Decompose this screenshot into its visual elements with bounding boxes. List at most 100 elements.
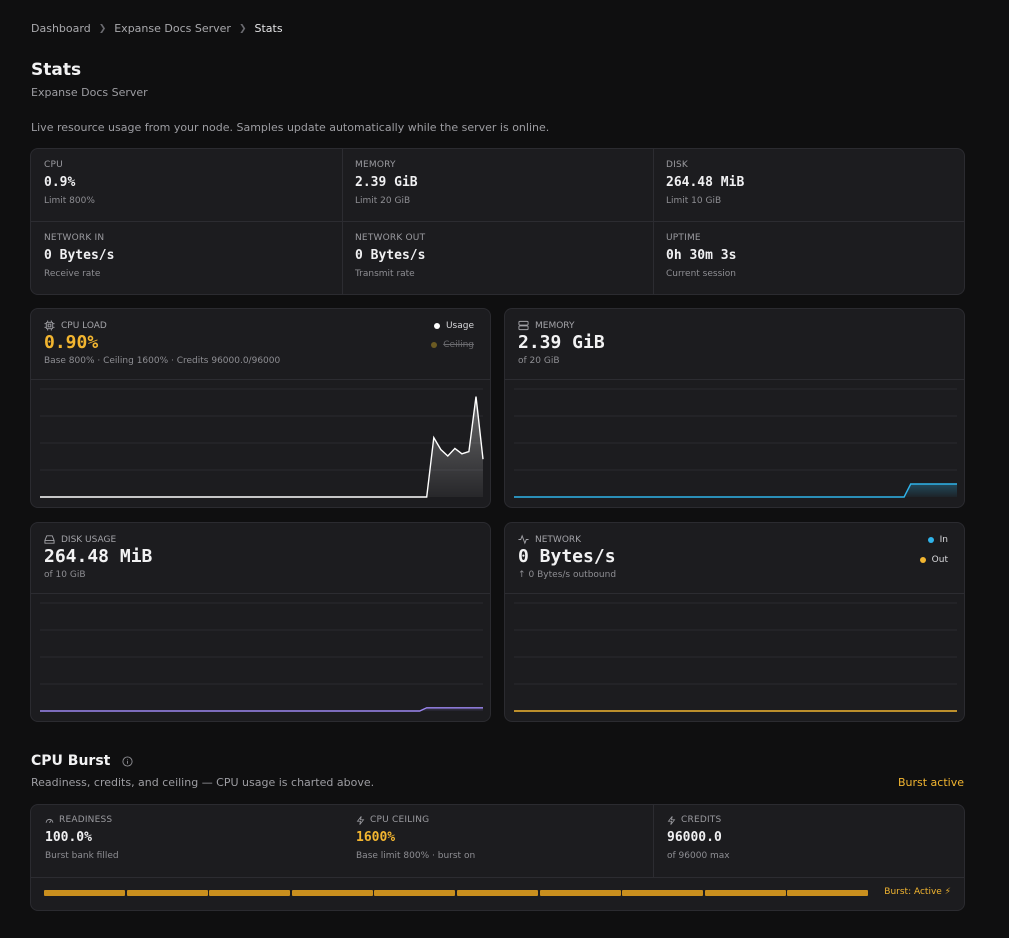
divider bbox=[505, 593, 964, 594]
burst-active-label: Burst active bbox=[897, 776, 964, 789]
memory-icon bbox=[518, 320, 529, 331]
divider bbox=[31, 877, 964, 878]
chart-label: CPU LOAD bbox=[61, 320, 107, 331]
memory-card: MEMORY 2.39 GiB of 20 GiB bbox=[504, 308, 965, 508]
burst-label: CREDITS bbox=[681, 815, 722, 825]
stat-cpu: CPU 0.9% Limit 800% bbox=[31, 149, 342, 222]
burst-card: READINESS 100.0% Burst bank filled CPU C… bbox=[30, 804, 965, 911]
cpu-load-value: 0.90% bbox=[44, 332, 99, 353]
stat-network-in: NETWORK IN 0 Bytes/s Receive rate bbox=[31, 222, 342, 294]
burst-readiness: READINESS 100.0% Burst bank filled bbox=[31, 805, 342, 878]
stat-uptime: UPTIME 0h 30m 3s Current session bbox=[653, 222, 964, 294]
legend-ceiling[interactable]: Ceiling bbox=[431, 340, 474, 350]
network-value: 0 Bytes/s bbox=[518, 546, 616, 567]
divider bbox=[31, 221, 964, 222]
stat-label: DISK bbox=[666, 160, 688, 170]
breadcrumb-server[interactable]: Expanse Docs Server bbox=[114, 22, 231, 35]
burst-label: CPU CEILING bbox=[370, 815, 430, 825]
burst-bank-segment bbox=[787, 890, 869, 896]
series-line bbox=[514, 483, 957, 498]
disk-icon bbox=[44, 535, 55, 544]
stat-label: UPTIME bbox=[666, 233, 701, 243]
stat-sub: Limit 10 GiB bbox=[666, 196, 722, 206]
legend-label: In bbox=[939, 535, 948, 545]
series-line bbox=[40, 396, 484, 498]
burst-credits: CREDITS 96000.0 of 96000 max bbox=[653, 805, 964, 878]
legend-in[interactable]: In bbox=[927, 535, 948, 545]
legend-dot bbox=[927, 537, 934, 543]
cpu-icon bbox=[44, 320, 55, 331]
breadcrumb: Dashboard ❯ Expanse Docs Server ❯ Stats bbox=[31, 22, 283, 35]
memory-plot bbox=[514, 388, 957, 498]
stat-value: 0h 30m 3s bbox=[666, 248, 737, 263]
stat-value: 0.9% bbox=[44, 175, 76, 190]
chart-label: NETWORK bbox=[535, 534, 582, 545]
burst-bank-segment bbox=[622, 890, 704, 896]
activity-icon bbox=[518, 534, 529, 545]
stat-memory: MEMORY 2.39 GiB Limit 20 GiB bbox=[342, 149, 653, 222]
series-area bbox=[40, 396, 483, 497]
burst-title: CPU Burst bbox=[31, 753, 133, 769]
breadcrumb-current: Stats bbox=[254, 22, 283, 35]
burst-status: Burst: Active ⚡ bbox=[884, 887, 951, 897]
stat-label: MEMORY bbox=[355, 160, 396, 170]
legend-dot bbox=[919, 557, 926, 563]
network-card: NETWORK 0 Bytes/s ↑ 0 Bytes/s outbound I… bbox=[504, 522, 965, 722]
burst-bank-segment bbox=[456, 890, 538, 896]
page-description: Live resource usage from your node. Samp… bbox=[31, 121, 550, 134]
burst-bank-segment bbox=[209, 890, 291, 896]
chevron-right-icon: ❯ bbox=[238, 23, 247, 34]
stat-sub: Limit 800% bbox=[44, 196, 95, 206]
divider bbox=[505, 379, 964, 380]
burst-bank-segment bbox=[291, 890, 373, 896]
divider bbox=[653, 805, 654, 878]
burst-bank-bar bbox=[44, 890, 870, 896]
burst-value: 1600% bbox=[356, 830, 396, 845]
info-icon[interactable] bbox=[122, 755, 133, 767]
legend-out[interactable]: Out bbox=[919, 555, 948, 565]
stat-disk: DISK 264.48 MiB Limit 10 GiB bbox=[653, 149, 964, 222]
stats-summary-card: CPU 0.9% Limit 800% MEMORY 2.39 GiB Limi… bbox=[30, 148, 965, 295]
cpu-load-card: CPU LOAD 0.90% Base 800% · Ceiling 1600%… bbox=[30, 308, 491, 508]
burst-title-text: CPU Burst bbox=[31, 753, 111, 769]
disk-usage-card: DISK USAGE 264.48 MiB of 10 GiB bbox=[30, 522, 491, 722]
stat-value: 0 Bytes/s bbox=[355, 248, 426, 263]
cpu-load-sub: Base 800% · Ceiling 1600% · Credits 9600… bbox=[44, 356, 281, 366]
breadcrumb-dashboard[interactable]: Dashboard bbox=[31, 22, 91, 35]
network-sub: ↑ 0 Bytes/s outbound bbox=[518, 570, 616, 580]
memory-value: 2.39 GiB bbox=[518, 332, 605, 353]
burst-bank-segment bbox=[539, 890, 621, 896]
network-sub-text: 0 Bytes/s outbound bbox=[528, 570, 617, 580]
legend-label: Usage bbox=[445, 321, 474, 331]
disk-usage-value: 264.48 MiB bbox=[44, 546, 153, 567]
bolt-icon bbox=[356, 815, 365, 825]
gauge-icon bbox=[45, 818, 54, 823]
burst-bank-segment bbox=[44, 890, 125, 896]
burst-sub: of 96000 max bbox=[667, 851, 730, 861]
legend-label: Ceiling bbox=[443, 340, 474, 350]
bolt-icon bbox=[667, 815, 676, 825]
stat-sub: Limit 20 GiB bbox=[355, 196, 411, 206]
stat-label: NETWORK OUT bbox=[355, 233, 426, 243]
legend-usage[interactable]: Usage bbox=[433, 321, 474, 331]
legend-dot bbox=[433, 323, 440, 329]
stat-label: NETWORK IN bbox=[44, 233, 105, 243]
burst-cpu-ceiling: CPU CEILING 1600% Base limit 800% · burs… bbox=[342, 805, 653, 878]
series-area bbox=[514, 484, 957, 497]
burst-bank-segment bbox=[126, 890, 208, 896]
stat-sub: Transmit rate bbox=[355, 269, 415, 279]
legend-label: Out bbox=[931, 555, 948, 565]
page-title: Stats bbox=[31, 60, 82, 80]
divider bbox=[31, 379, 490, 380]
stat-network-out: NETWORK OUT 0 Bytes/s Transmit rate bbox=[342, 222, 653, 294]
chevron-right-icon: ❯ bbox=[98, 23, 107, 34]
legend-dot bbox=[431, 342, 438, 348]
burst-value: 100.0% bbox=[45, 830, 92, 845]
network-plot bbox=[514, 602, 957, 712]
stat-sub: Receive rate bbox=[44, 269, 101, 279]
chart-label: MEMORY bbox=[535, 320, 575, 331]
burst-sub: Base limit 800% · burst on bbox=[356, 851, 476, 861]
burst-label: READINESS bbox=[59, 815, 113, 825]
burst-value: 96000.0 bbox=[667, 830, 722, 845]
divider bbox=[31, 593, 490, 594]
